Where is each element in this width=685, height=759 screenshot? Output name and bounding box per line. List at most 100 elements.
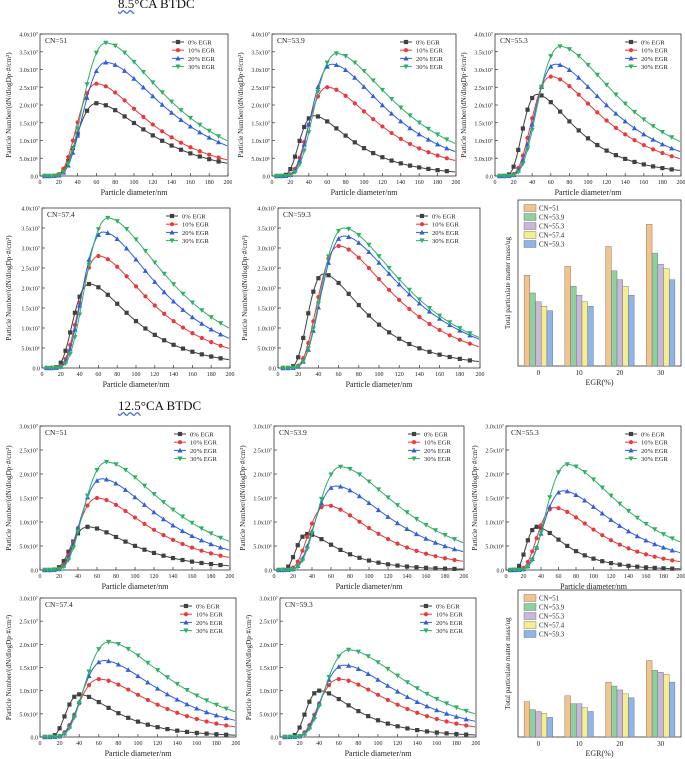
data-point xyxy=(626,563,631,568)
data-point xyxy=(632,159,637,165)
data-point xyxy=(661,556,666,561)
data-point xyxy=(376,277,382,282)
legend-marker xyxy=(419,222,425,227)
x-tick-label: 0 xyxy=(505,574,508,580)
data-point xyxy=(115,661,121,667)
x-tick-label: 40 xyxy=(316,741,322,747)
bar xyxy=(541,306,548,367)
data-point xyxy=(346,291,351,296)
data-point xyxy=(160,500,167,505)
y-tick-label: 0.0 xyxy=(31,569,39,575)
data-point xyxy=(317,688,322,693)
legend-marker xyxy=(183,628,189,634)
legend-label: 10% EGR xyxy=(432,222,460,229)
bar xyxy=(663,674,670,738)
data-point xyxy=(328,472,334,478)
data-point xyxy=(207,157,212,162)
data-point xyxy=(155,702,160,707)
data-point xyxy=(141,483,148,489)
data-point xyxy=(650,136,656,142)
data-point xyxy=(311,289,316,294)
data-point xyxy=(305,346,311,352)
y-tick-label: 5.0x10⁶ xyxy=(253,545,272,551)
data-point xyxy=(407,125,413,131)
data-point xyxy=(385,683,391,688)
bar xyxy=(663,268,670,367)
data-point xyxy=(115,301,120,306)
data-point xyxy=(94,101,99,106)
data-point xyxy=(287,173,293,178)
data-point xyxy=(442,543,448,549)
x-tick-label: 20 xyxy=(295,372,301,378)
y-tick-label: 1.0x10⁷ xyxy=(253,521,272,527)
series-line xyxy=(44,217,230,369)
data-point xyxy=(590,477,597,483)
x-tick-label: 10 xyxy=(576,740,584,748)
data-point xyxy=(105,230,111,236)
legend-swatch xyxy=(523,594,537,602)
data-point xyxy=(641,117,647,123)
y-tick-label: 1.5x10⁷ xyxy=(19,666,38,672)
y-tick-label: 2.5x10⁷ xyxy=(257,267,276,273)
data-point xyxy=(152,260,158,266)
data-point xyxy=(171,282,177,287)
data-point xyxy=(594,72,600,78)
y-tick-label: 5.0x10⁶ xyxy=(19,545,38,551)
data-point xyxy=(555,470,562,475)
data-point xyxy=(104,530,109,535)
legend-label: 20% EGR xyxy=(641,448,669,455)
data-point xyxy=(160,516,167,522)
data-point xyxy=(423,536,429,541)
data-point xyxy=(65,161,71,167)
data-point xyxy=(517,563,522,569)
x-tick-label: 160 xyxy=(415,180,424,186)
data-point xyxy=(126,687,131,692)
data-point xyxy=(75,126,81,132)
data-point xyxy=(565,509,570,514)
data-point xyxy=(643,565,649,570)
data-point xyxy=(336,243,341,249)
data-point xyxy=(558,109,563,114)
data-point xyxy=(573,549,579,554)
data-point xyxy=(178,108,184,113)
data-point xyxy=(199,560,204,566)
data-point xyxy=(141,502,148,507)
data-point xyxy=(285,567,291,573)
data-point xyxy=(387,330,392,335)
y-tick-label: 3.0x10⁷ xyxy=(19,597,38,603)
data-point xyxy=(135,673,141,679)
y-axis-label: Particle Number/(dN/dlogDp·#/cm³) xyxy=(460,52,468,158)
data-point xyxy=(295,543,300,548)
series-3 xyxy=(507,462,681,573)
data-point xyxy=(170,555,176,561)
data-point xyxy=(417,346,422,351)
data-point xyxy=(398,161,403,166)
y-tick-label: 2.0x10⁷ xyxy=(251,104,270,110)
y-tick-label: 4.0x10⁷ xyxy=(474,33,493,39)
data-point xyxy=(424,713,430,719)
data-point xyxy=(114,219,120,224)
data-point xyxy=(454,721,459,726)
data-point xyxy=(660,532,667,537)
y-tick-label: 1.0x10⁷ xyxy=(485,521,504,527)
data-point xyxy=(180,291,186,297)
data-point xyxy=(304,546,310,552)
legend-label: CN=53.9 xyxy=(539,215,565,222)
y-tick-label: 2.5x10⁷ xyxy=(19,449,38,455)
y-axis-label: Particle Number/(dN/dlogDp·#/cm³) xyxy=(245,614,253,720)
x-tick-label: 20 xyxy=(58,372,64,378)
data-point xyxy=(65,557,72,563)
data-point xyxy=(113,480,119,486)
data-point xyxy=(310,326,316,332)
data-point xyxy=(194,705,200,711)
data-point xyxy=(299,558,306,563)
data-point xyxy=(404,510,410,515)
data-point xyxy=(96,253,101,259)
data-point xyxy=(547,495,553,500)
data-point xyxy=(170,507,176,513)
x-tick-label: 180 xyxy=(441,574,450,580)
series-line xyxy=(42,478,230,571)
data-point xyxy=(106,678,111,683)
data-point xyxy=(204,698,210,704)
data-point xyxy=(133,256,139,262)
